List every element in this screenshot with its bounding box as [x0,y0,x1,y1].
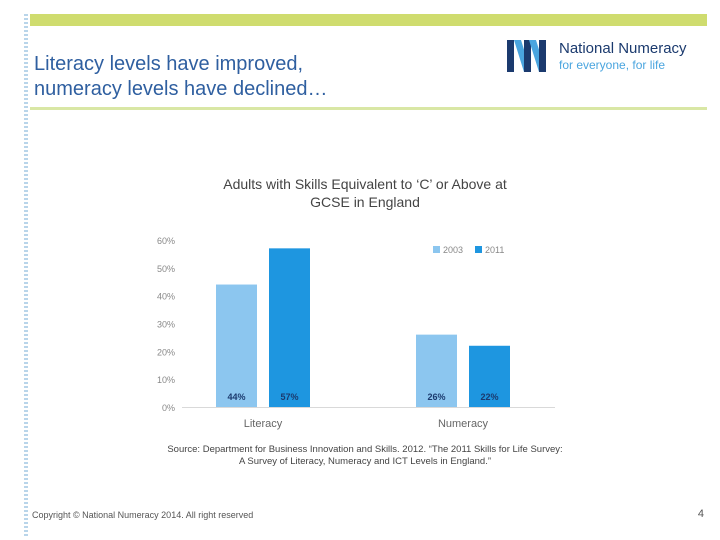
y-tick-label: 50% [157,264,175,274]
y-tick-label: 30% [157,320,175,330]
title-line-2: numeracy levels have declined… [34,78,328,100]
y-tick-label: 0% [162,403,175,413]
logo-name: National Numeracy [559,40,687,57]
y-tick-label: 10% [157,375,175,385]
title-underline [30,107,707,110]
bar [416,334,457,407]
source-note: Source: Department for Business Innovati… [120,444,610,468]
data-label: 26% [427,392,445,402]
legend-swatch [433,246,440,253]
bar [469,345,510,407]
nn-monogram-icon [507,40,546,72]
legend-swatch [475,246,482,253]
left-dotted-rule [24,14,28,536]
legend-label: 2011 [485,245,504,255]
data-label: 57% [280,392,298,402]
accent-top-bar [30,14,707,26]
legend-label: 2003 [443,245,463,255]
title-line-1: Literacy levels have improved, [34,53,304,75]
bar [269,248,310,407]
y-tick-label: 40% [157,292,175,302]
source-line-1: Source: Department for Business Innovati… [167,444,563,455]
slide-title: Literacy levels have improved, numeracy … [34,52,454,102]
data-label: 22% [480,392,498,402]
source-line-2: A Survey of Literacy, Numeracy and ICT L… [238,456,492,467]
chart-title-line-2: GCSE in England [310,194,420,210]
category-label: Numeracy [438,418,489,430]
category-label: Literacy [244,418,283,430]
national-numeracy-logo: National Numeracy for everyone, for life [505,36,715,76]
page-number: 4 [697,508,704,520]
copyright-footer: Copyright © National Numeracy 2014. All … [32,510,254,520]
y-tick-label: 20% [157,347,175,357]
y-tick-label: 60% [157,236,175,246]
chart-title-line-1: Adults with Skills Equivalent to ‘C’ or … [223,176,507,192]
logo-tagline: for everyone, for life [559,58,666,72]
bar [216,284,257,407]
data-label: 44% [227,392,245,402]
